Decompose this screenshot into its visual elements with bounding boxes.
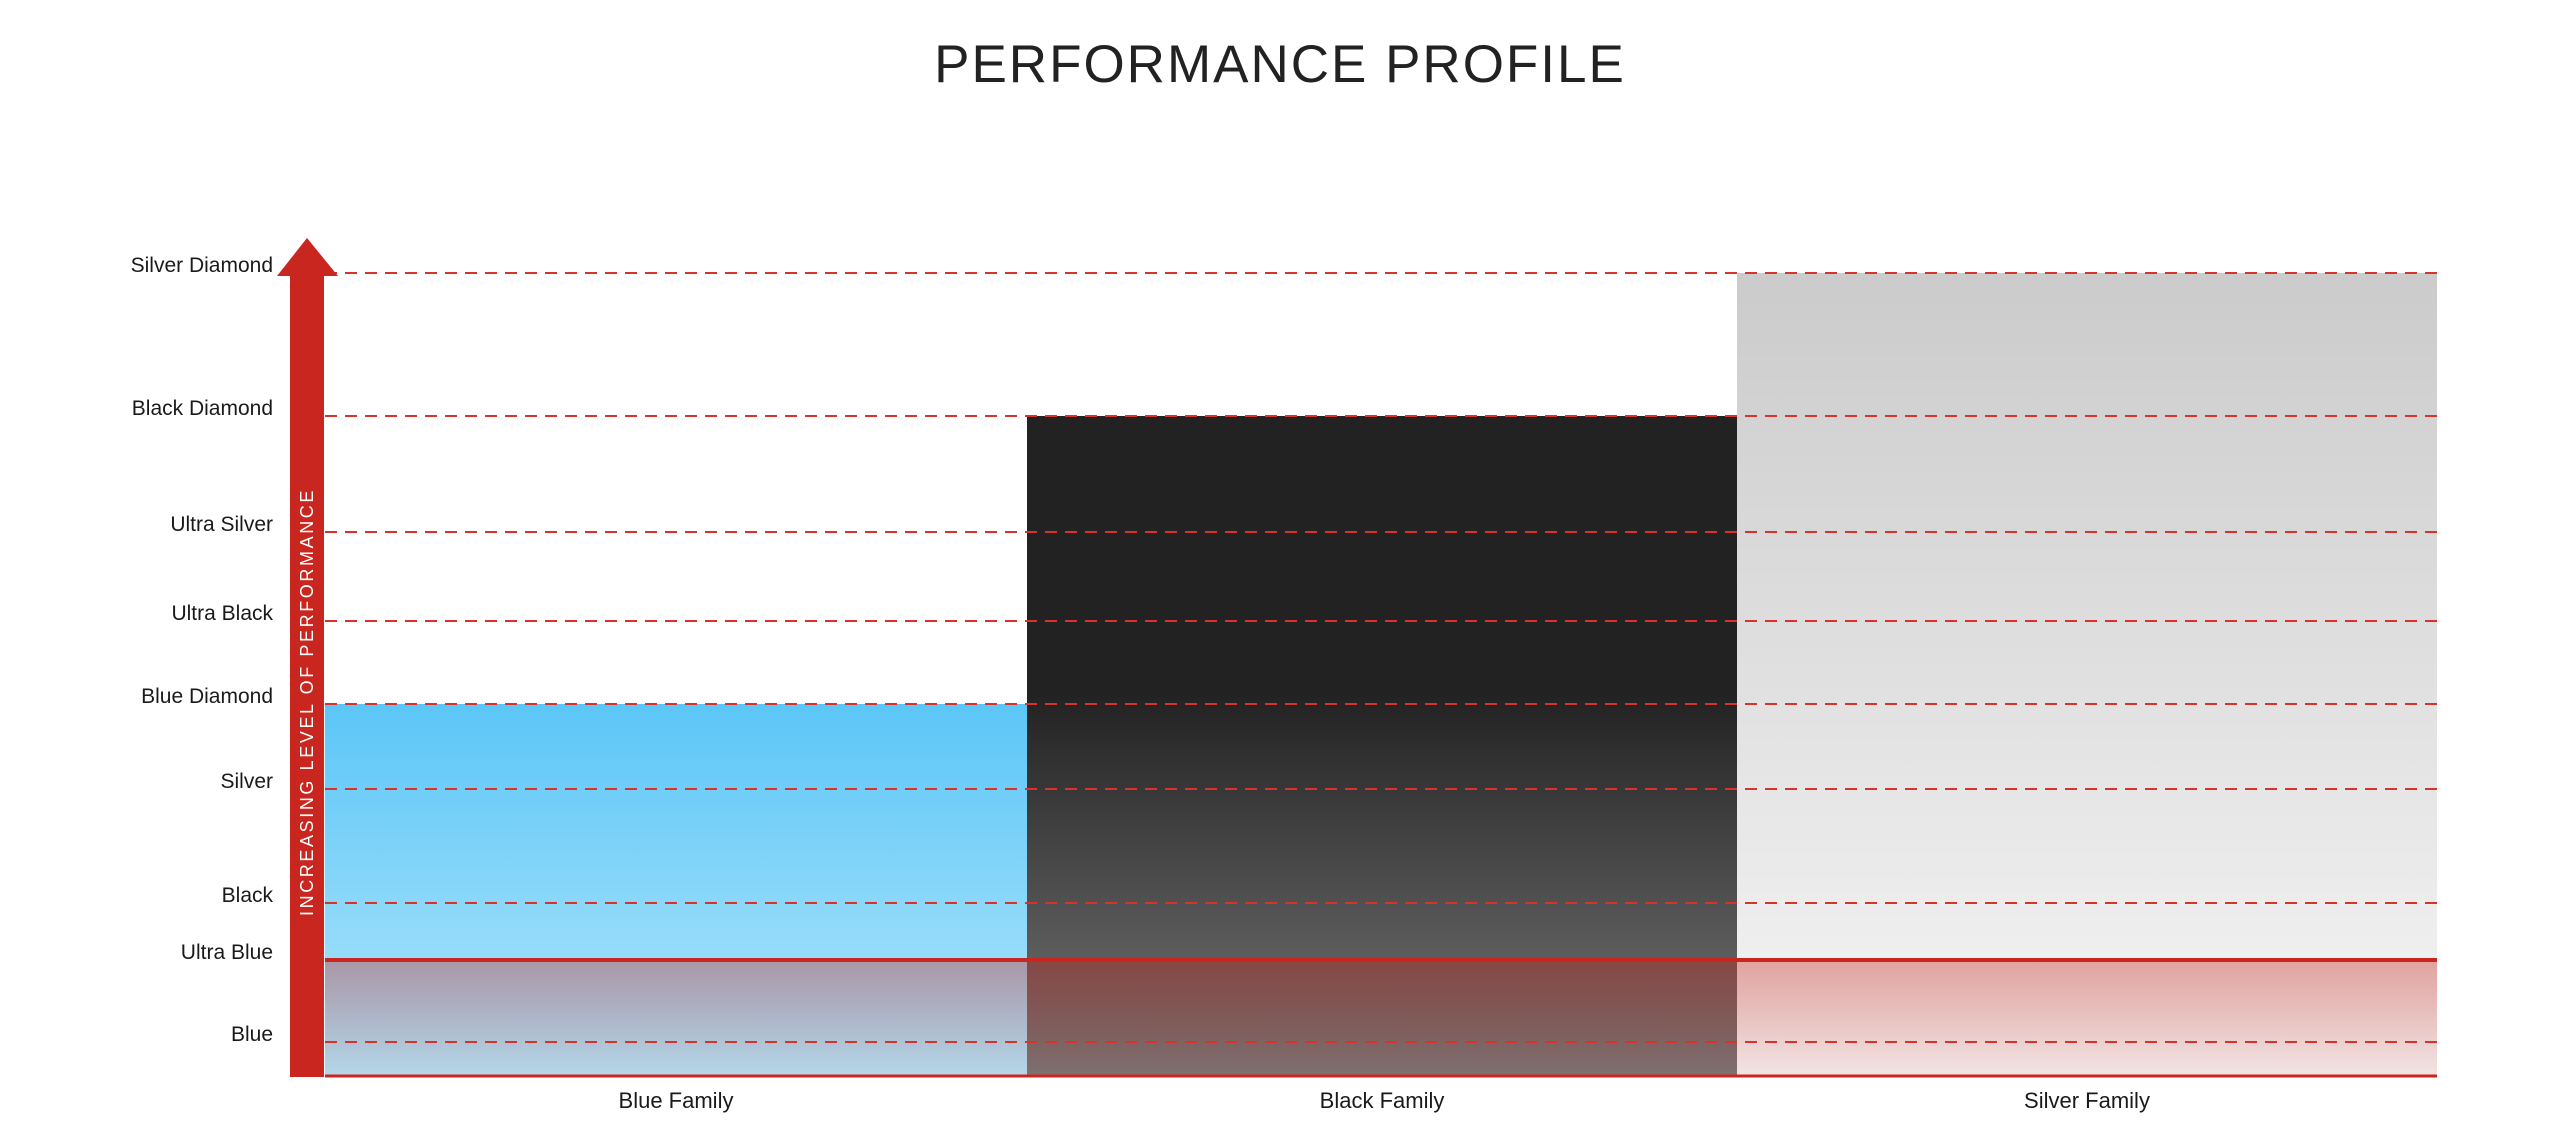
y-tick-label-silver: Silver — [220, 770, 273, 793]
y-axis-arrow-shaft — [290, 275, 324, 1077]
y-tick-label-ultra-blue: Ultra Blue — [181, 941, 273, 964]
x-tick-label-blue-family: Blue Family — [619, 1088, 734, 1113]
chart-title: PERFORMANCE PROFILE — [934, 35, 1626, 94]
y-tick-label-ultra-silver: Ultra Silver — [170, 513, 273, 536]
y-tick-label-blue: Blue — [231, 1023, 273, 1046]
x-tick-label-black-family: Black Family — [1320, 1088, 1445, 1113]
y-axis-label: INCREASING LEVEL OF PERFORMANCE — [297, 488, 317, 916]
y-tick-label-silver-diamond: Silver Diamond — [131, 254, 273, 277]
y-tick-label-blue-diamond: Blue Diamond — [141, 685, 273, 708]
threshold-tint-region — [325, 960, 2437, 1076]
y-tick-label-black-diamond: Black Diamond — [132, 397, 273, 420]
y-tick-label-ultra-black: Ultra Black — [171, 602, 273, 625]
y-axis-arrow-head — [277, 238, 338, 276]
y-tick-label-black: Black — [222, 884, 274, 907]
bar-silver-family — [1737, 273, 2437, 1076]
x-tick-label-silver-family: Silver Family — [2024, 1088, 2150, 1113]
